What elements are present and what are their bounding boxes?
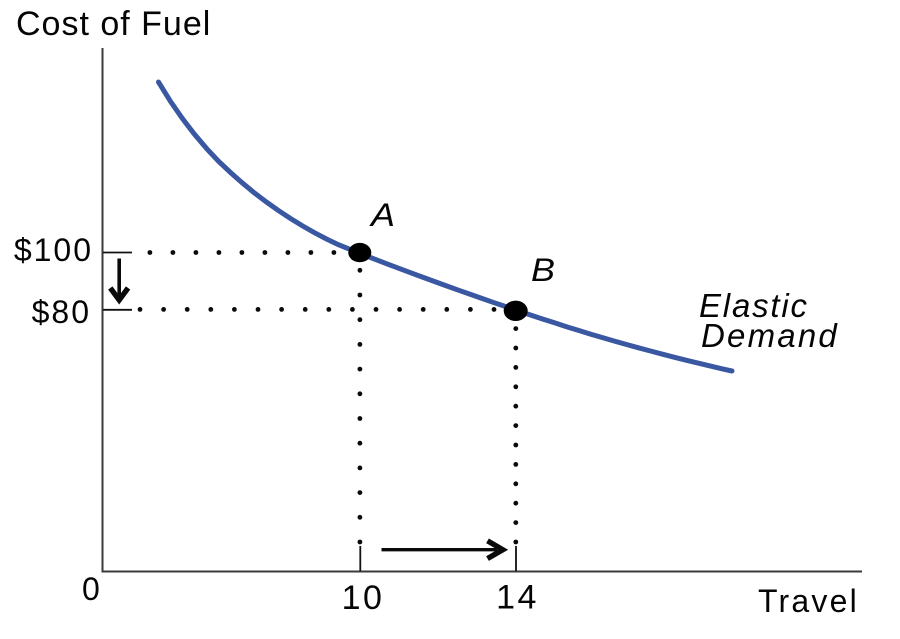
svg-text:0: 0 — [82, 571, 100, 607]
svg-text:14: 14 — [496, 579, 539, 617]
svg-text:10: 10 — [342, 579, 385, 617]
svg-text:$100: $100 — [14, 232, 93, 268]
svg-text:Elastic: Elastic — [699, 287, 809, 324]
svg-text:Cost of Fuel: Cost of Fuel — [16, 5, 211, 43]
svg-text:$80: $80 — [32, 294, 91, 330]
svg-text:Demand: Demand — [701, 317, 839, 354]
svg-text:B: B — [531, 252, 555, 288]
svg-text:Travel: Travel — [758, 583, 859, 619]
svg-text:A: A — [369, 197, 395, 233]
